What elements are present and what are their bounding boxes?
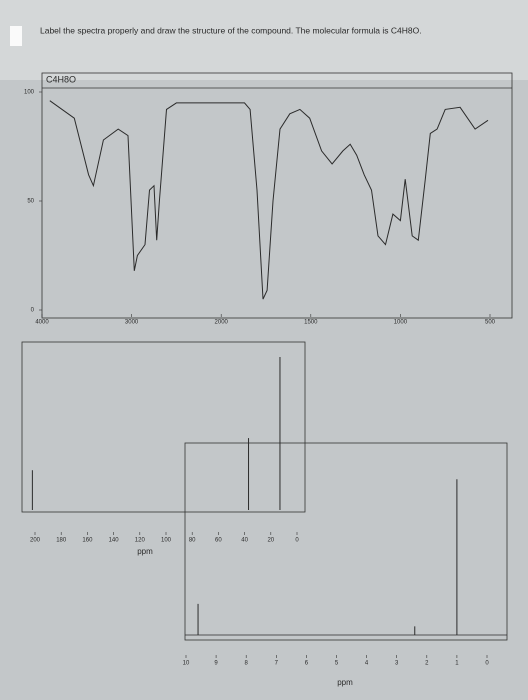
x-axis-label: ppm	[337, 678, 353, 687]
x-tick-label: 100	[161, 538, 172, 544]
x-tick-label: 80	[189, 538, 196, 544]
x-tick-label: 160	[82, 538, 93, 544]
x-tick-label: 8	[245, 661, 249, 667]
x-tick-label: 1	[455, 661, 459, 667]
h1-frame	[184, 442, 508, 641]
x-tick-label: 3000	[125, 320, 139, 326]
x-tick-label: 40	[241, 538, 248, 544]
x-tick-label: 20	[267, 538, 274, 544]
x-tick-label: 4	[365, 661, 369, 667]
x-tick-label: 2	[425, 661, 429, 667]
chart-title: C4H8O	[46, 74, 76, 84]
x-tick-label: 3	[395, 661, 399, 667]
x-tick-label: 7	[275, 661, 279, 667]
x-tick-label: 60	[215, 538, 222, 544]
x-tick-label: 0	[485, 661, 489, 667]
ir-frame	[41, 72, 513, 319]
y-tick-label: 0	[31, 308, 35, 314]
y-tick-label: 50	[27, 199, 34, 205]
paper-light	[0, 0, 528, 80]
x-tick-label: 0	[295, 538, 299, 544]
x-tick-label: 120	[135, 538, 146, 544]
c13-frame	[21, 341, 306, 513]
x-tick-label: 9	[214, 661, 218, 667]
x-tick-label: 200	[30, 538, 41, 544]
glare	[10, 26, 22, 46]
spectrum-line	[49, 100, 489, 300]
x-tick-label: 10	[183, 661, 190, 667]
x-tick-label: 4000	[35, 320, 49, 326]
x-tick-label: 1500	[304, 320, 318, 326]
x-tick-label: 6	[305, 661, 309, 667]
x-tick-label: 500	[485, 320, 496, 326]
x-tick-label: 180	[56, 538, 67, 544]
x-tick-label: 5	[335, 661, 339, 667]
y-tick-label: 100	[24, 90, 35, 96]
x-tick-label: 1000	[394, 320, 408, 326]
x-tick-label: 2000	[215, 320, 229, 326]
x-axis-label: ppm	[137, 547, 153, 556]
x-tick-label: 140	[109, 538, 120, 544]
heading: Label the spectra properly and draw the …	[40, 25, 422, 35]
